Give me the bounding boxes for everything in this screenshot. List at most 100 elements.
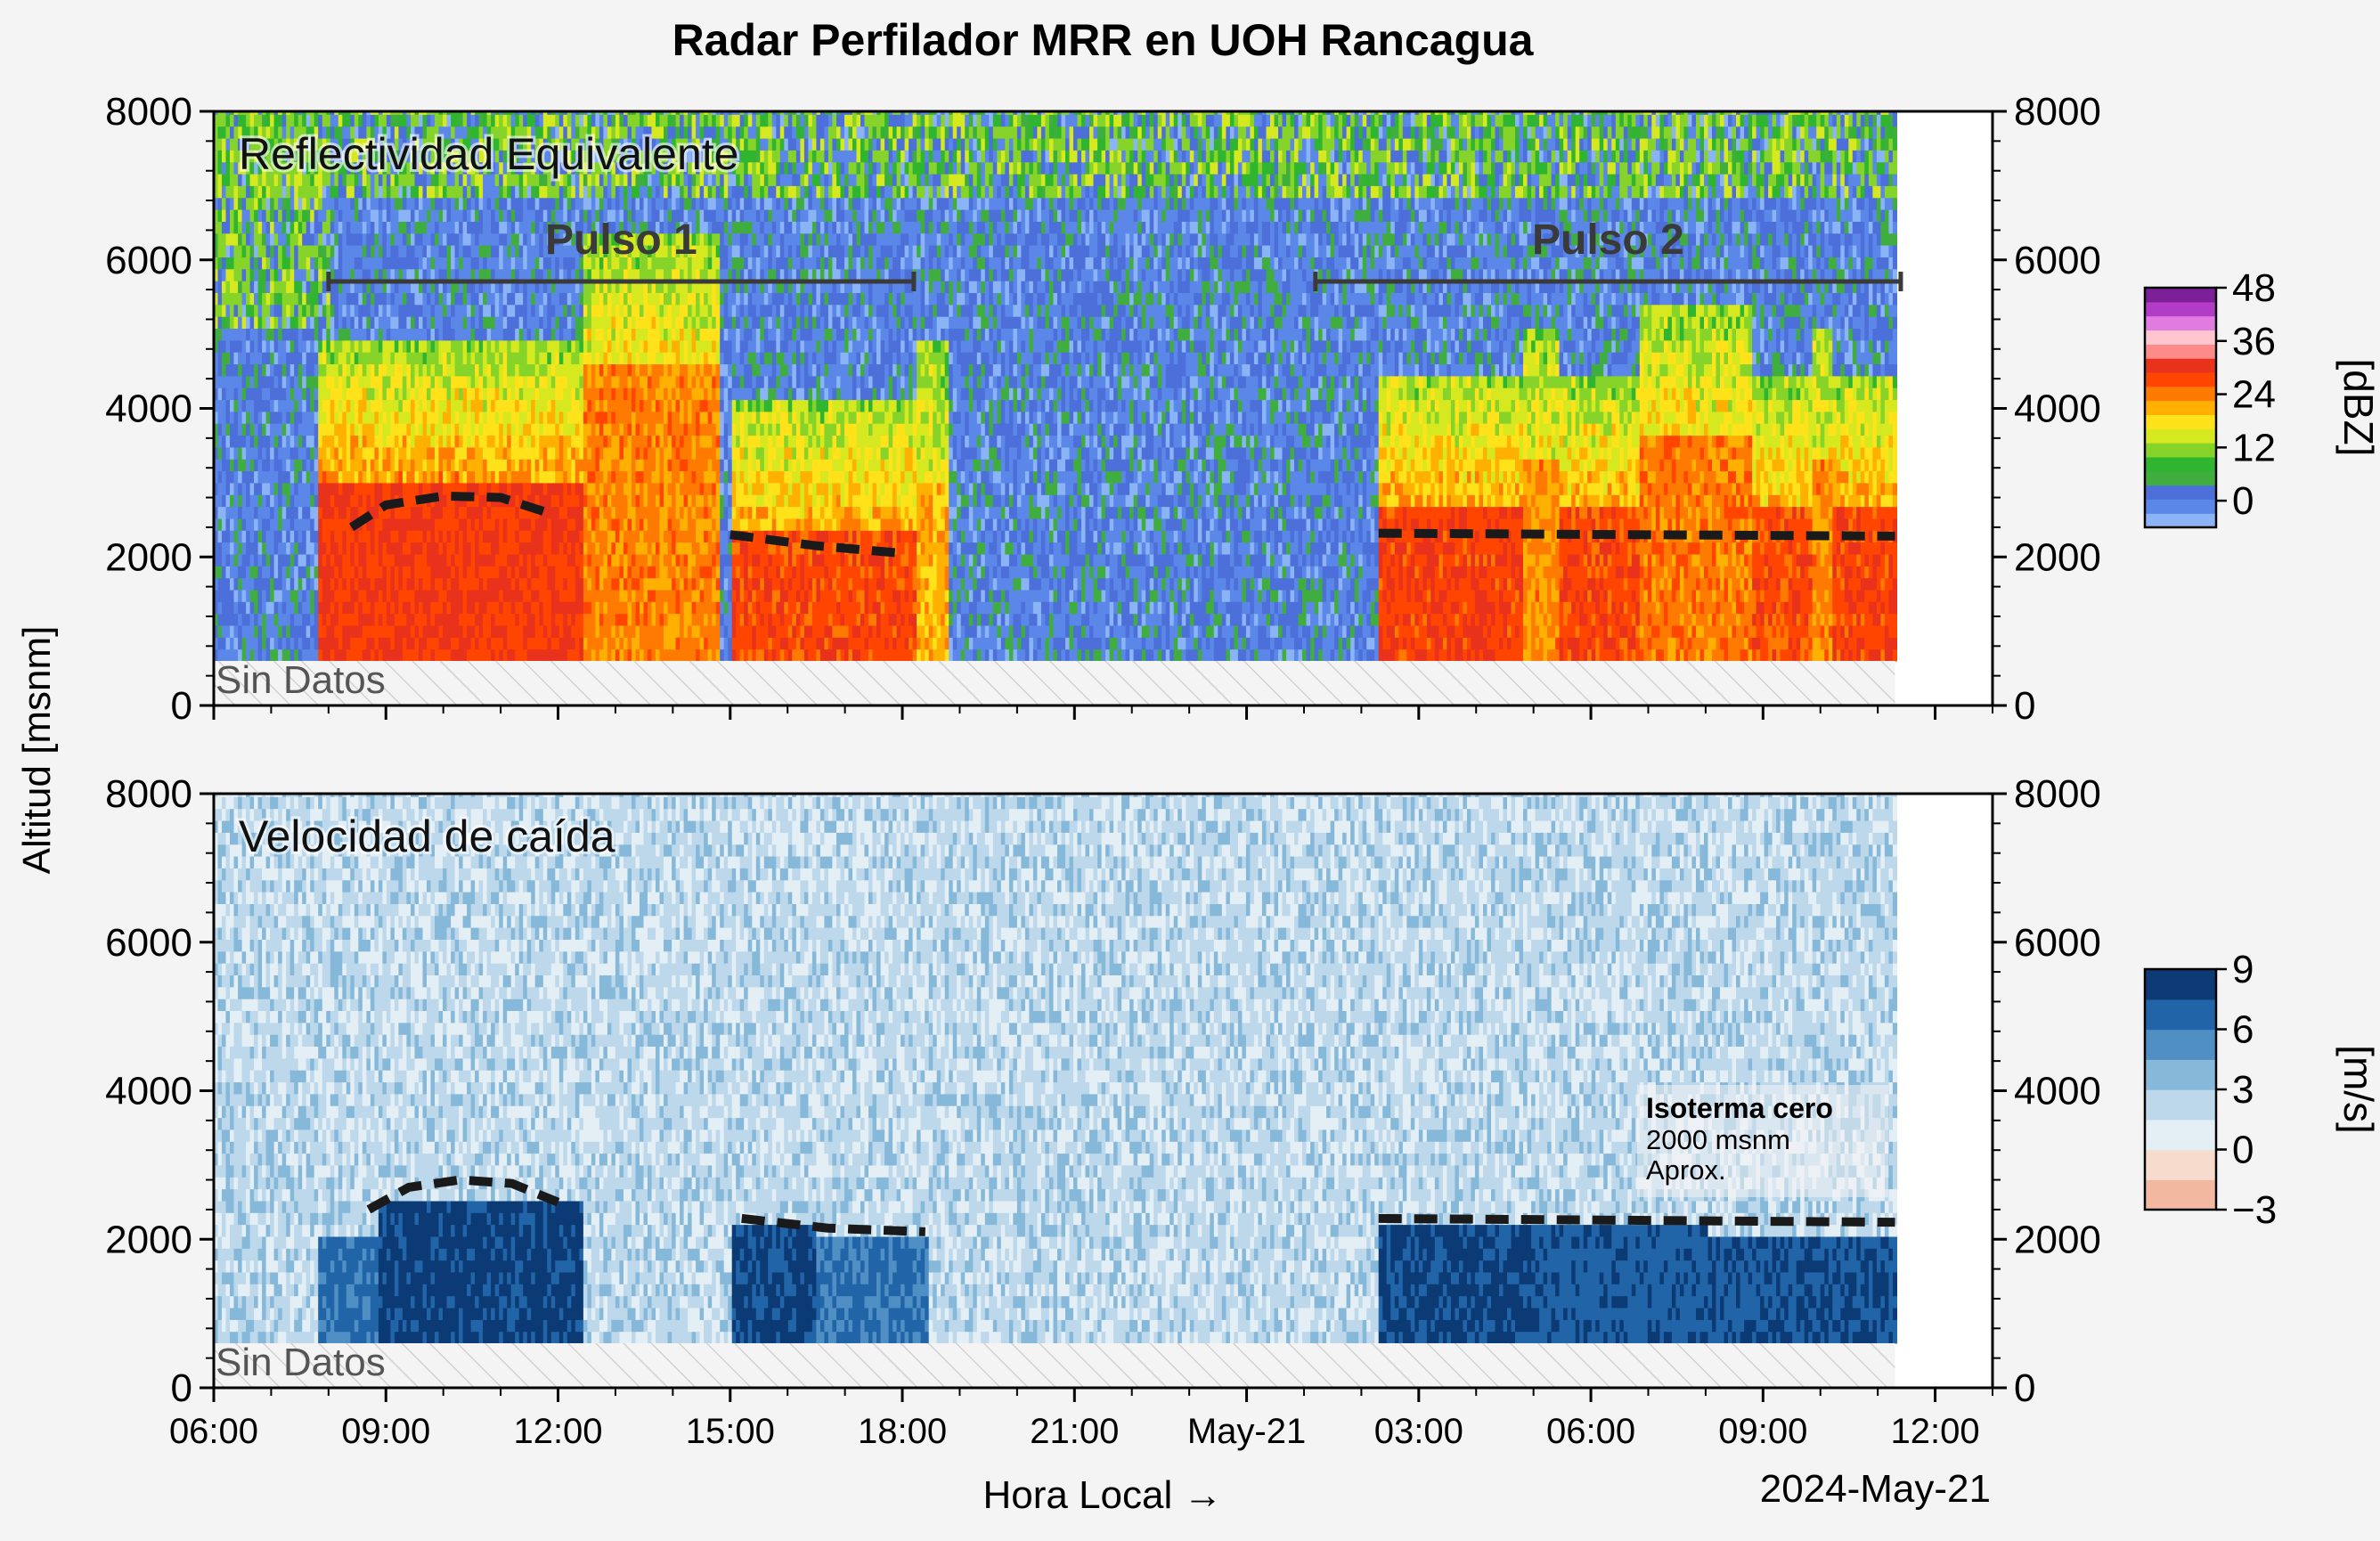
heatmap-cell [486, 375, 492, 388]
heatmap-cell [398, 114, 403, 127]
heatmap-cell [225, 589, 231, 602]
heatmap-cell [394, 613, 399, 626]
heatmap-cell [386, 601, 391, 615]
heatmap-cell [378, 363, 383, 377]
heatmap-cell [494, 375, 500, 388]
heatmap-cell [366, 138, 371, 151]
heatmap-cell [558, 470, 564, 484]
heatmap-cell [595, 339, 600, 353]
heatmap-cell [507, 601, 512, 615]
heatmap-cell [607, 553, 612, 567]
heatmap-cell [306, 150, 311, 163]
heatmap-cell [270, 637, 275, 650]
heatmap-cell [478, 435, 484, 448]
heatmap-cell [502, 316, 508, 329]
heatmap-cell [591, 482, 596, 495]
heatmap-cell [542, 648, 548, 662]
heatmap-cell [531, 197, 536, 210]
heatmap-cell [374, 185, 379, 199]
heatmap-cell [635, 161, 640, 175]
heatmap-cell [526, 530, 532, 543]
heatmap-cell [443, 553, 448, 567]
heatmap-cell [286, 482, 291, 495]
heatmap-cell [615, 482, 620, 495]
heatmap-cell [591, 494, 596, 508]
heatmap-cell [635, 150, 640, 163]
heatmap-cell [214, 553, 219, 567]
heatmap-cell [265, 494, 271, 508]
heatmap-cell [478, 459, 484, 472]
heatmap-cell [539, 138, 544, 151]
heatmap-cell [507, 126, 512, 139]
heatmap-cell [338, 138, 343, 151]
heatmap-cell [443, 637, 448, 650]
heatmap-cell [619, 411, 624, 424]
heatmap-cell [378, 197, 383, 210]
heatmap-cell [558, 648, 564, 662]
heatmap-cell [446, 375, 452, 388]
heatmap-cell [358, 566, 363, 579]
heatmap-cell [225, 399, 231, 412]
heatmap-cell [334, 553, 339, 567]
heatmap-cell [575, 482, 580, 495]
heatmap-cell [419, 232, 424, 246]
heatmap-cell [523, 446, 528, 460]
heatmap-cell [402, 292, 407, 306]
heatmap-cell [502, 304, 508, 317]
heatmap-cell [402, 423, 407, 436]
heatmap-cell [502, 542, 508, 555]
heatmap-cell [273, 589, 279, 602]
heatmap-cell [534, 435, 540, 448]
heatmap-cell [454, 625, 460, 638]
heatmap-cell [238, 435, 243, 448]
heatmap-cell [233, 399, 239, 412]
heatmap-cell [446, 316, 452, 329]
heatmap-cell [249, 625, 255, 638]
heatmap-cell [222, 281, 227, 293]
heatmap-cell [326, 387, 331, 401]
heatmap-cell [265, 566, 271, 579]
heatmap-cell [587, 245, 592, 257]
heatmap-cell [246, 126, 251, 139]
heatmap-cell [222, 387, 227, 401]
heatmap-cell [478, 589, 484, 602]
heatmap-cell [478, 197, 484, 210]
heatmap-cell [265, 423, 271, 436]
heatmap-cell [362, 328, 367, 341]
heatmap-cell [531, 459, 536, 472]
heatmap-cell [443, 625, 448, 638]
heatmap-cell [419, 411, 424, 424]
heatmap-cell [273, 375, 279, 388]
heatmap-cell [470, 577, 476, 591]
heatmap-cell [443, 399, 448, 412]
heatmap-cell [265, 126, 271, 139]
heatmap-cell [486, 589, 492, 602]
heatmap-cell [366, 126, 371, 139]
heatmap-cell [374, 648, 379, 662]
heatmap-cell [254, 221, 259, 234]
heatmap-cell [402, 613, 407, 626]
heatmap-cell [342, 482, 347, 495]
heatmap-cell [366, 185, 371, 199]
heatmap-cell [510, 161, 516, 175]
heatmap-cell [526, 328, 532, 341]
heatmap-cell [486, 411, 492, 424]
heatmap-cell [454, 197, 460, 210]
heatmap-cell [550, 387, 556, 401]
heatmap-cell [611, 648, 616, 662]
heatmap-cell [374, 304, 379, 317]
heatmap-cell [281, 232, 287, 246]
heatmap-cell [362, 518, 367, 531]
heatmap-cell [262, 257, 267, 270]
heatmap-cell [539, 411, 544, 424]
heatmap-cell [398, 197, 403, 210]
heatmap-cell [411, 268, 416, 281]
heatmap-cell [310, 185, 315, 199]
heatmap-cell [483, 625, 488, 638]
heatmap-cell [523, 577, 528, 591]
heatmap-cell [265, 470, 271, 484]
heatmap-cell [531, 316, 536, 329]
heatmap-cell [462, 185, 468, 199]
heatmap-cell [607, 411, 612, 424]
heatmap-cell [286, 625, 291, 638]
